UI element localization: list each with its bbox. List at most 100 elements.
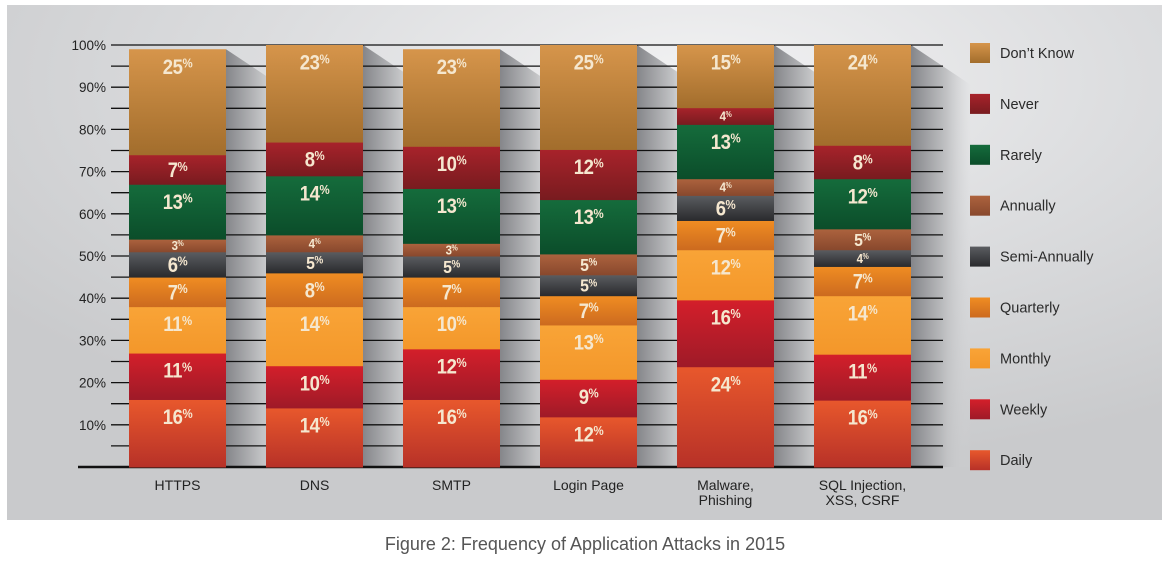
bar-segment (677, 124, 774, 180)
data-label: 12% (437, 355, 467, 378)
bar-segment (403, 256, 500, 278)
data-label: 15% (711, 52, 741, 75)
bar-segment (677, 178, 774, 196)
y-tick-label: 70% (79, 165, 106, 180)
y-tick-label: 50% (79, 249, 106, 264)
x-tick-label: Login Page (553, 477, 624, 493)
bar-segment (266, 234, 363, 253)
legend-item: Never (970, 93, 1039, 114)
x-tick-label: Malware, Phishing (697, 477, 754, 508)
data-label: 3% (172, 238, 184, 253)
bar-segment (540, 379, 637, 418)
data-label: 6% (716, 197, 736, 220)
bar-segment (129, 277, 226, 308)
data-label: 10% (437, 313, 467, 336)
data-label: 3% (446, 243, 458, 258)
data-label: 14% (300, 414, 330, 437)
bar-segment (403, 277, 500, 308)
data-label: 24% (848, 52, 878, 75)
bar-group: 16% 12% 10% 7% 5%3% 13% 10% 23% (403, 49, 500, 468)
data-label: 25% (163, 56, 193, 79)
data-label: 23% (300, 52, 330, 75)
legend-label: Don’t Know (1000, 46, 1075, 62)
data-label: 14% (300, 182, 330, 205)
data-label: 10% (437, 153, 467, 176)
data-label: 5% (580, 255, 598, 275)
data-label: 12% (574, 156, 604, 179)
legend-label: Semi-Annually (1000, 250, 1094, 266)
data-label: 4% (720, 180, 732, 195)
data-label: 7% (579, 300, 599, 323)
data-label: 7% (716, 225, 736, 248)
data-label: 8% (305, 279, 325, 302)
y-tick-label: 30% (79, 333, 106, 348)
bar-segment (540, 199, 637, 255)
bar-segment (540, 253, 637, 276)
bar-segment (540, 324, 637, 380)
bar-group: 24% 16% 12% 7% 6% 4% 13% 4% 15% (677, 45, 774, 468)
legend-swatch (970, 43, 990, 63)
data-label: 9% (579, 386, 599, 409)
bar-segment (266, 306, 363, 367)
data-label: 10% (300, 372, 330, 395)
legend-label: Never (1000, 97, 1039, 113)
data-label: 11% (163, 313, 192, 336)
data-label: 14% (848, 302, 878, 325)
bar-segment (677, 220, 774, 251)
bar-segment (129, 251, 226, 278)
bar-segment (677, 107, 774, 125)
bar-segment (814, 178, 911, 230)
bar-segment (129, 239, 226, 253)
data-label: 5% (443, 257, 461, 277)
bar-segment (129, 154, 226, 185)
bar-segment (266, 175, 363, 236)
data-label: 5% (854, 230, 872, 250)
legend-swatch (970, 399, 990, 420)
bar-segment (814, 354, 911, 401)
data-label: 5% (580, 276, 598, 296)
legend-swatch (970, 144, 990, 165)
data-label: 7% (442, 281, 462, 304)
data-label: 16% (163, 406, 193, 429)
bar-segment (540, 45, 637, 150)
bar-segment (266, 251, 363, 274)
data-label: 7% (853, 271, 873, 294)
data-label: 24% (711, 373, 741, 396)
data-label: 25% (574, 52, 604, 75)
bar-group: 16% 11% 11% 7% 6%3% 13% 7% 25% (129, 49, 226, 468)
data-label: 12% (848, 185, 878, 208)
bars: 16%11%11%7%6%3%13%7%25%14%10%14%8%5%4%14… (129, 45, 911, 468)
legend-swatch (970, 348, 990, 369)
legend-label: Annually (1000, 199, 1056, 215)
bar-segment (814, 45, 911, 146)
data-label: 6% (168, 254, 188, 277)
legend-label: Daily (1000, 453, 1033, 469)
bar-group: 16% 11% 14% 7% 4%5% 12% 8% 24% (814, 45, 911, 468)
legend-label: Quarterly (1000, 301, 1060, 317)
data-label: 12% (574, 423, 604, 446)
y-axis: 10% 20% 30% 40% 50% 60% 70% 80% 90% 100% (71, 38, 106, 433)
x-tick-label: SMTP (432, 477, 471, 493)
bar-segment (677, 299, 774, 368)
legend-label: Weekly (1000, 402, 1048, 418)
data-label: 14% (300, 313, 330, 336)
y-tick-label: 80% (79, 122, 106, 137)
bar-segment (677, 45, 774, 109)
legend-label: Monthly (1000, 351, 1052, 367)
bar-group: 12% 9% 13% 7% 5%5% 13% 12% 25% (540, 45, 637, 468)
bar-segment (540, 149, 637, 201)
data-label: 8% (853, 152, 873, 175)
bar-segment (403, 188, 500, 244)
legend-item: Weekly (970, 399, 1048, 420)
data-label: 13% (574, 206, 604, 229)
data-label: 7% (168, 281, 188, 304)
legend-label: Rarely (1000, 148, 1043, 164)
gridlines (78, 44, 943, 469)
data-label: 12% (711, 256, 741, 279)
figure-caption: Figure 2: Frequency of Application Attac… (385, 534, 785, 554)
bar-segment (129, 184, 226, 240)
bar-segment (129, 306, 226, 354)
bar-segment (677, 195, 774, 221)
legend-item: Daily (970, 450, 1033, 471)
